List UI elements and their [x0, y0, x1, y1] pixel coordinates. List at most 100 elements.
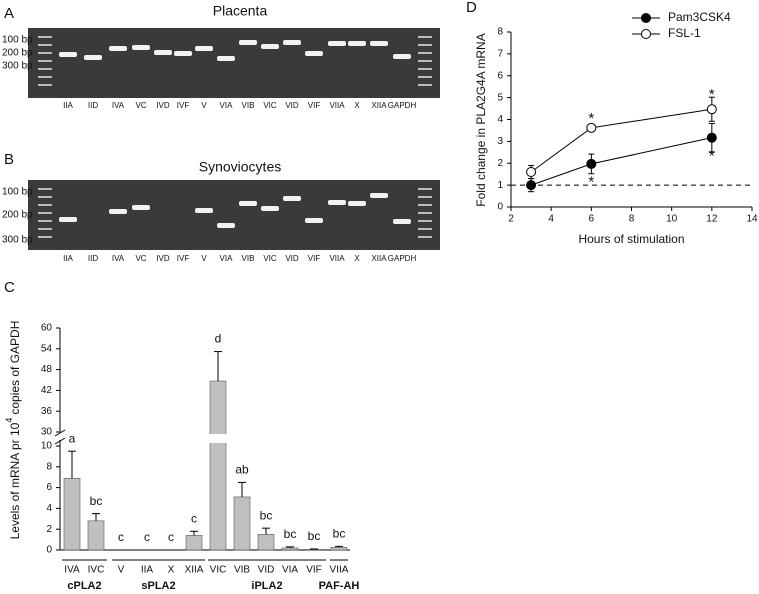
- gel-band: [370, 193, 388, 198]
- annotation: *: [588, 174, 594, 191]
- series-line: [530, 108, 712, 173]
- data-point: [706, 132, 717, 143]
- ladder-band: [38, 68, 52, 70]
- gel-band: [239, 40, 257, 45]
- gel-band: [239, 201, 257, 206]
- gel-band: [261, 44, 279, 49]
- gel-band: [109, 46, 127, 51]
- y-tick-label: 60: [41, 323, 53, 334]
- lane-label: VIA: [220, 101, 234, 110]
- lane-label: IIA: [63, 254, 73, 263]
- gel-band: [328, 200, 346, 205]
- data-point: [526, 167, 537, 177]
- lane-label: IVA: [112, 254, 125, 263]
- lane-label: VIC: [263, 101, 277, 110]
- ladder-band: [418, 236, 432, 238]
- ladder-band: [418, 228, 432, 230]
- lane-label: VIB: [242, 254, 255, 263]
- x-tick-label: 12: [706, 214, 718, 225]
- ladder-band: [38, 52, 52, 54]
- lane-label: X: [354, 254, 360, 263]
- y-tick-label: 6: [497, 70, 503, 81]
- significance-letter: bc: [260, 508, 273, 522]
- lane-label: VIIA: [329, 101, 345, 110]
- size-label: 200 bp: [2, 48, 33, 59]
- x-tick-label: VIB: [234, 565, 250, 576]
- ladder-band: [38, 60, 52, 62]
- bar: [305, 549, 323, 551]
- ladder-band: [418, 212, 432, 214]
- gel-band: [195, 208, 213, 213]
- bar: [281, 547, 299, 551]
- gel-band: [109, 209, 127, 214]
- y-tick-label: 4: [46, 503, 52, 514]
- data-point: [706, 104, 717, 115]
- lane-label: VIA: [220, 254, 234, 263]
- x-tick-label: 14: [746, 214, 758, 225]
- data-point: [586, 122, 597, 133]
- lane-label: IID: [88, 254, 98, 263]
- gel-band: [305, 51, 323, 56]
- x-tick-label: IIA: [141, 565, 154, 576]
- x-tick-label: 8: [629, 214, 635, 225]
- ladder-band: [38, 44, 52, 46]
- x-tick-label: XIIA: [185, 565, 204, 576]
- y-tick-label: 6: [46, 482, 52, 493]
- gel-band: [348, 201, 366, 206]
- ladder-band: [418, 196, 432, 198]
- lane-label: V: [201, 101, 207, 110]
- legend-marker: [641, 29, 651, 39]
- gel-band: [217, 56, 235, 61]
- y-tick-label: 0: [497, 202, 503, 213]
- lane-label: IIA: [63, 101, 73, 110]
- ladder-band: [38, 84, 52, 86]
- lane-label: XIIA: [371, 254, 387, 263]
- x-tick-label: VIIA: [330, 565, 349, 576]
- ladder-band: [38, 204, 52, 206]
- lane-label: VIF: [308, 254, 321, 263]
- lane-label: VC: [135, 101, 146, 110]
- gel-band: [393, 219, 411, 224]
- x-tick-label: IVC: [88, 565, 105, 576]
- size-label: 300 bp: [2, 61, 33, 72]
- bar: [233, 496, 251, 551]
- ladder-band: [38, 236, 52, 238]
- bar: [63, 477, 81, 551]
- y-tick-label: 7: [497, 49, 503, 60]
- gel-band: [328, 41, 346, 46]
- gel-band: [370, 41, 388, 46]
- size-label: 100 bp: [2, 35, 33, 46]
- lane-label: X: [354, 101, 360, 110]
- bar: [209, 380, 227, 551]
- break-gap: [208, 434, 228, 443]
- gel-band: [283, 196, 301, 201]
- significance-letter: c: [144, 530, 150, 544]
- group-label: iPLA2: [251, 580, 282, 592]
- lane-label: IVF: [177, 254, 190, 263]
- group-label: cPLA2: [67, 580, 101, 592]
- x-tick-label: V: [118, 565, 125, 576]
- y-tick-label: 8: [497, 27, 503, 38]
- gel-band: [305, 218, 323, 223]
- significance-letter: bc: [90, 494, 103, 508]
- ladder-band: [418, 52, 432, 54]
- x-tick-label: 2: [508, 214, 514, 225]
- x-tick-label: 4: [548, 214, 554, 225]
- panel-letter: A: [4, 5, 14, 22]
- gel-band: [132, 205, 150, 210]
- ladder-band: [38, 76, 52, 78]
- x-tick-label: VIF: [306, 565, 322, 576]
- lane-label: VID: [285, 101, 299, 110]
- ladder-band: [418, 84, 432, 86]
- lane-label: VIB: [242, 101, 255, 110]
- series-line: [530, 137, 712, 186]
- y-axis-label: Levels of mRNA pr 104 copies of GAPDH: [4, 321, 22, 540]
- lane-label: IVD: [156, 101, 170, 110]
- bar: [257, 534, 275, 551]
- significance-letter: c: [191, 511, 197, 525]
- gel-title: Synoviocytes: [199, 159, 281, 175]
- y-tick-label: 10: [41, 441, 53, 452]
- x-tick-label: X: [168, 565, 175, 576]
- ladder-band: [38, 220, 52, 222]
- gel-title: Placenta: [213, 3, 268, 19]
